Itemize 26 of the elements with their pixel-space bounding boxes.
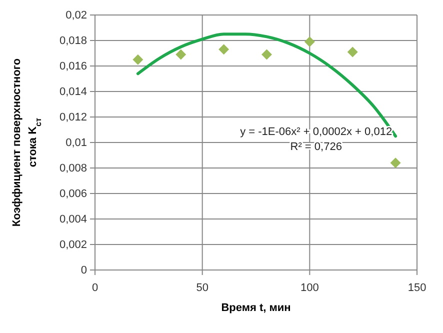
point: [132, 54, 144, 65]
y-tick-label: 0,002: [59, 239, 87, 252]
annotation: y = -1E-06x² + 0,0002x + 0,012: [240, 126, 392, 138]
y-tick-label: 0,006: [59, 188, 87, 200]
y-tick-label: 0,01: [66, 137, 87, 150]
annotation: R² = 0,726: [290, 141, 342, 153]
point: [347, 46, 358, 58]
x-tick-label: 0: [92, 282, 98, 294]
point: [176, 49, 186, 60]
y-tick-label: 0,016: [59, 60, 87, 73]
line-series: [136, 32, 398, 138]
x-axis-title: Время t, мин: [221, 302, 291, 314]
x-tick-label: 50: [196, 282, 208, 294]
x-tick-label: 150: [408, 282, 426, 294]
x-tick-label: 100: [300, 282, 319, 294]
y-tick-label: 0,018: [59, 35, 87, 48]
point: [218, 44, 230, 55]
point: [390, 158, 401, 168]
y-tick-label: 0,02: [66, 10, 87, 22]
y-tick-label: 0,012: [59, 112, 87, 124]
point: [261, 49, 272, 60]
y-tick-label: 0: [80, 264, 87, 277]
y-tick-label: 0,004: [59, 214, 87, 226]
y-tick-label: 0,008: [59, 162, 87, 175]
y-tick-label: 0,014: [59, 86, 87, 98]
point: [304, 36, 315, 48]
